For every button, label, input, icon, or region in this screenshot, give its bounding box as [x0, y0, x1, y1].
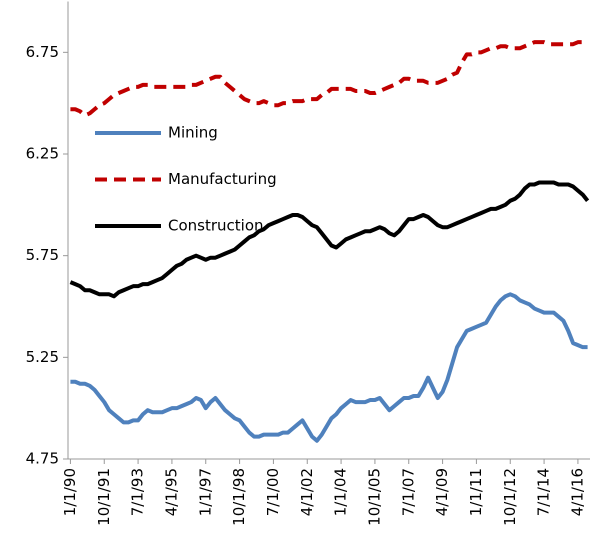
- y-tick-label: 5.75: [26, 246, 59, 264]
- x-tick-label: 4/1/95: [162, 468, 180, 516]
- y-tick-label: 6.75: [26, 43, 59, 61]
- x-tick-label: 10/1/05: [365, 468, 383, 526]
- series-line: [69, 180, 590, 299]
- x-tick-label: 1/1/97: [196, 468, 214, 516]
- legend-label: Mining: [168, 124, 218, 142]
- y-tick-label: 6.25: [26, 145, 59, 163]
- y-tick-label: 5.25: [26, 348, 59, 366]
- series-line: [70, 38, 589, 118]
- x-tick-label: 1/1/90: [61, 468, 79, 516]
- x-tick-label: 4/1/16: [568, 468, 586, 516]
- x-tick-label: 10/1/12: [501, 468, 519, 526]
- x-tick-label: 7/1/07: [399, 468, 417, 516]
- legend-label: Manufacturing: [168, 170, 277, 188]
- legend-label: Construction: [168, 217, 264, 235]
- x-tick-label: 7/1/14: [535, 468, 553, 516]
- series-line: [70, 292, 588, 443]
- y-tick-label: 4.75: [26, 450, 59, 468]
- x-tick-label: 7/1/00: [264, 468, 282, 516]
- x-tick-label: 7/1/93: [129, 468, 147, 516]
- x-tick-label: 1/1/11: [467, 468, 485, 516]
- x-tick-label: 10/1/98: [230, 468, 248, 526]
- x-tick-label: 10/1/91: [95, 468, 113, 526]
- x-tick-label: 1/1/04: [332, 468, 350, 516]
- x-tick-label: 4/1/09: [433, 468, 451, 516]
- x-tick-label: 4/1/02: [298, 468, 316, 516]
